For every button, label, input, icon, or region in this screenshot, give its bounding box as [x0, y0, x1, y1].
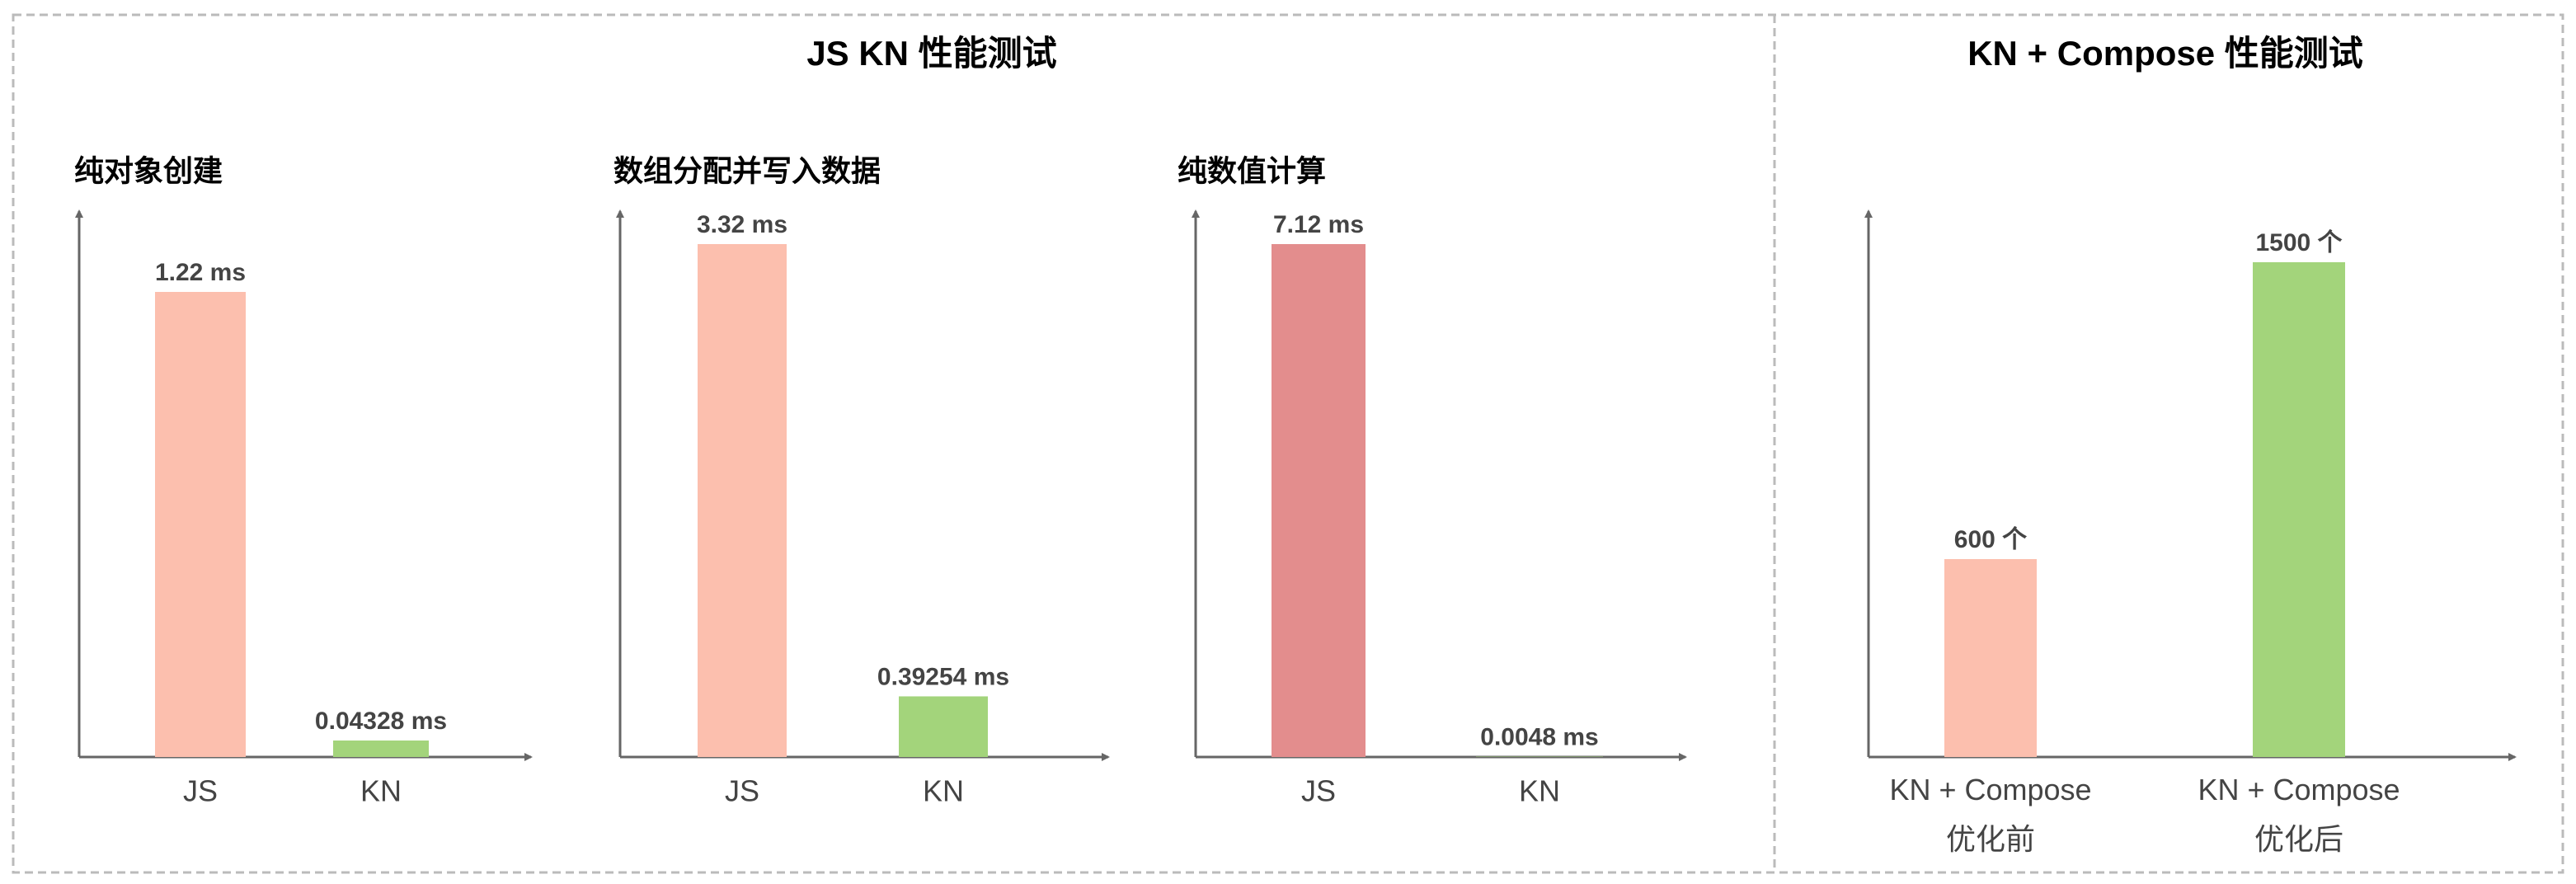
value-label: 7.12 ms — [1273, 211, 1364, 238]
x-tick-label: KN + Compose 优化前 — [1889, 773, 2092, 856]
bar — [2253, 262, 2345, 757]
x-tick-label: KN — [1519, 774, 1560, 808]
x-tick-label: KN — [360, 774, 402, 808]
value-label: 0.39254 ms — [877, 663, 1009, 690]
bar — [333, 740, 429, 757]
x-tick-label: JS — [1301, 774, 1336, 808]
bar — [698, 244, 787, 757]
frame — [12, 13, 2564, 874]
section-title: KN + Compose 性能测试 — [1967, 34, 2363, 73]
value-label: 0.0048 ms — [1480, 724, 1598, 751]
bar — [1272, 244, 1366, 757]
chart-title: 纯对象创建 — [74, 154, 223, 188]
value-label: 600 个 — [1954, 526, 2028, 553]
value-label: 1500 个 — [2255, 229, 2343, 256]
chart-title: 数组分配并写入数据 — [613, 154, 881, 188]
section-title: JS KN 性能测试 — [806, 34, 1056, 73]
x-tick-label-box: KN + Compose 优化前 — [1889, 773, 2092, 856]
x-tick-label: JS — [725, 774, 759, 808]
bar — [155, 292, 246, 757]
bar — [1944, 559, 2037, 757]
value-label: 0.04328 ms — [315, 708, 447, 735]
x-tick-label-box: KN + Compose 优化后 — [2198, 773, 2400, 856]
bar — [899, 696, 988, 757]
x-tick-label: JS — [183, 774, 218, 808]
value-label: 1.22 ms — [155, 259, 246, 286]
value-label: 3.32 ms — [697, 211, 787, 238]
chart-title: 纯数值计算 — [1178, 154, 1326, 188]
x-tick-label: KN + Compose 优化后 — [2198, 773, 2400, 856]
x-tick-label: KN — [923, 774, 964, 808]
